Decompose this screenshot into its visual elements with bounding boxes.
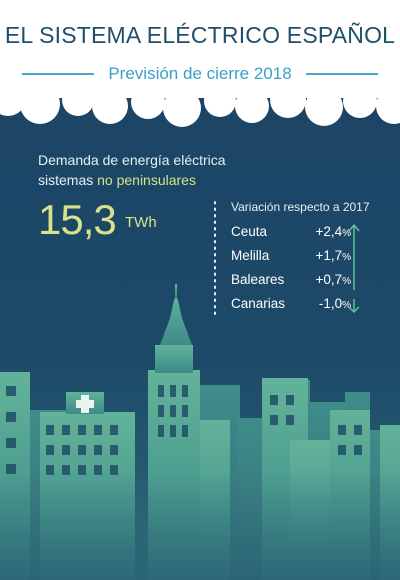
demand-label-highlight: no peninsulares bbox=[97, 172, 196, 188]
demand-value: 15,3 bbox=[38, 196, 117, 243]
region-name: Canarias bbox=[231, 296, 286, 311]
demand-unit: TWh bbox=[125, 214, 157, 231]
region-value: +1,7% bbox=[315, 248, 351, 263]
demand-label-line2: sistemas no peninsulares bbox=[38, 170, 298, 190]
variation-row-melilla: Melilla +1,7% bbox=[231, 248, 351, 268]
variation-panel: Variación respecto a 2017 Ceuta +2,4% Me… bbox=[213, 200, 383, 316]
region-value: +0,7% bbox=[315, 272, 351, 287]
page-title: EL SISTEMA ELÉCTRICO ESPAÑOL bbox=[4, 22, 396, 48]
arrow-up-icon bbox=[348, 223, 360, 290]
variation-row-baleares: Baleares +0,7% bbox=[231, 272, 351, 292]
demand-label-prefix: sistemas bbox=[38, 172, 98, 188]
region-name: Melilla bbox=[231, 248, 270, 263]
region-name: Baleares bbox=[231, 272, 285, 287]
subtitle-row: Previsión de cierre 2018 bbox=[22, 62, 379, 86]
medical-cross-icon bbox=[76, 395, 94, 413]
dotted-divider bbox=[214, 201, 216, 315]
region-value: -1,0% bbox=[318, 296, 351, 311]
divider-left bbox=[22, 73, 95, 75]
region-value: +2,4% bbox=[315, 224, 351, 239]
region-name: Ceuta bbox=[231, 224, 268, 239]
variation-title: Variación respecto a 2017 bbox=[231, 200, 370, 214]
page-subtitle: Previsión de cierre 2018 bbox=[108, 64, 292, 83]
cloud-edge bbox=[0, 0, 400, 127]
arrow-down-icon bbox=[348, 299, 360, 314]
demand-label: Demanda de energía eléctrica sistemas no… bbox=[38, 150, 298, 190]
divider-right bbox=[305, 73, 379, 75]
variation-row-canarias: Canarias -1,0% bbox=[231, 296, 351, 316]
demand-label-line1: Demanda de energía eléctrica bbox=[38, 152, 226, 168]
variation-row-ceuta: Ceuta +2,4% bbox=[231, 224, 351, 244]
